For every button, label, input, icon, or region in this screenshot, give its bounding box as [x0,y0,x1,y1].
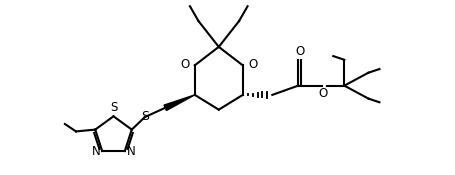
Text: N: N [91,145,100,158]
Text: N: N [126,145,135,158]
Text: O: O [294,45,303,58]
Text: O: O [248,58,257,71]
Text: S: S [110,102,117,114]
Text: O: O [180,58,189,71]
Text: O: O [317,87,327,100]
Text: S: S [141,110,149,123]
Polygon shape [164,95,194,111]
